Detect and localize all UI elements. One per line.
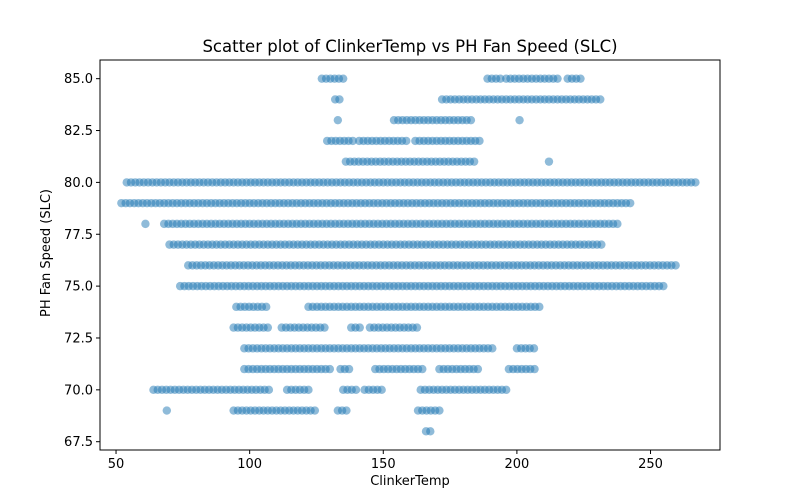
data-point bbox=[325, 364, 335, 374]
data-point bbox=[333, 115, 343, 125]
data-point bbox=[626, 198, 635, 208]
data-point bbox=[263, 323, 273, 332]
data-point bbox=[576, 74, 585, 83]
y-tick-label: 72.5 bbox=[64, 331, 93, 346]
plot-area bbox=[99, 59, 721, 451]
axes-frame bbox=[99, 59, 721, 451]
data-point bbox=[466, 115, 476, 125]
data-point bbox=[535, 302, 544, 312]
y-tick-label: 82.5 bbox=[64, 124, 93, 139]
data-point bbox=[342, 406, 351, 415]
data-point bbox=[496, 74, 505, 83]
y-tick-label: 85.0 bbox=[64, 72, 93, 87]
x-axis-label: ClinkerTemp bbox=[370, 474, 450, 489]
data-point bbox=[162, 406, 172, 415]
y-tick-label: 75.0 bbox=[64, 280, 93, 295]
data-point bbox=[412, 323, 422, 332]
data-point bbox=[418, 364, 427, 374]
data-point bbox=[402, 136, 411, 146]
y-axis-label: PH Fan Speed (SLC) bbox=[39, 189, 54, 317]
data-point bbox=[553, 74, 562, 83]
data-point bbox=[671, 261, 680, 270]
data-points bbox=[117, 74, 700, 436]
data-point bbox=[264, 385, 274, 395]
x-tick-label: 200 bbox=[504, 457, 529, 472]
data-point bbox=[475, 136, 484, 146]
data-point bbox=[596, 95, 605, 104]
x-tick-label: 50 bbox=[108, 457, 125, 472]
data-point bbox=[262, 302, 271, 312]
data-point bbox=[377, 385, 386, 395]
data-point bbox=[335, 95, 344, 104]
data-point bbox=[530, 364, 539, 374]
data-point bbox=[355, 323, 364, 332]
y-tick-label: 77.5 bbox=[64, 228, 93, 243]
y-axis: 67.5 70.0 72.5 75.0 77.5 80.0 82.5 85.0 bbox=[64, 72, 100, 450]
data-point bbox=[659, 281, 668, 291]
data-point bbox=[613, 219, 622, 229]
data-point bbox=[544, 157, 554, 166]
data-point bbox=[304, 385, 313, 395]
data-point bbox=[469, 157, 479, 166]
x-axis: 50 100 150 200 250 bbox=[108, 450, 663, 472]
y-tick-label: 80.0 bbox=[64, 176, 93, 191]
data-point bbox=[338, 74, 348, 83]
data-point bbox=[141, 219, 150, 229]
y-tick-label: 70.0 bbox=[64, 383, 93, 398]
data-point bbox=[597, 240, 606, 249]
data-point bbox=[348, 136, 358, 146]
x-tick-label: 250 bbox=[638, 457, 663, 472]
data-point bbox=[691, 178, 700, 187]
data-point bbox=[515, 115, 524, 125]
data-point bbox=[344, 364, 354, 374]
y-tick-label: 67.5 bbox=[64, 435, 93, 450]
data-point bbox=[529, 344, 539, 353]
data-point bbox=[435, 406, 444, 415]
x-tick-label: 100 bbox=[237, 457, 262, 472]
chart-title: Scatter plot of ClinkerTemp vs PH Fan Sp… bbox=[202, 37, 617, 56]
data-point bbox=[351, 385, 361, 395]
data-point bbox=[473, 364, 483, 374]
data-point bbox=[320, 323, 329, 332]
data-point bbox=[426, 427, 435, 436]
data-point bbox=[310, 406, 320, 415]
data-point bbox=[488, 344, 497, 353]
x-tick-label: 150 bbox=[371, 457, 396, 472]
data-point bbox=[502, 385, 511, 395]
